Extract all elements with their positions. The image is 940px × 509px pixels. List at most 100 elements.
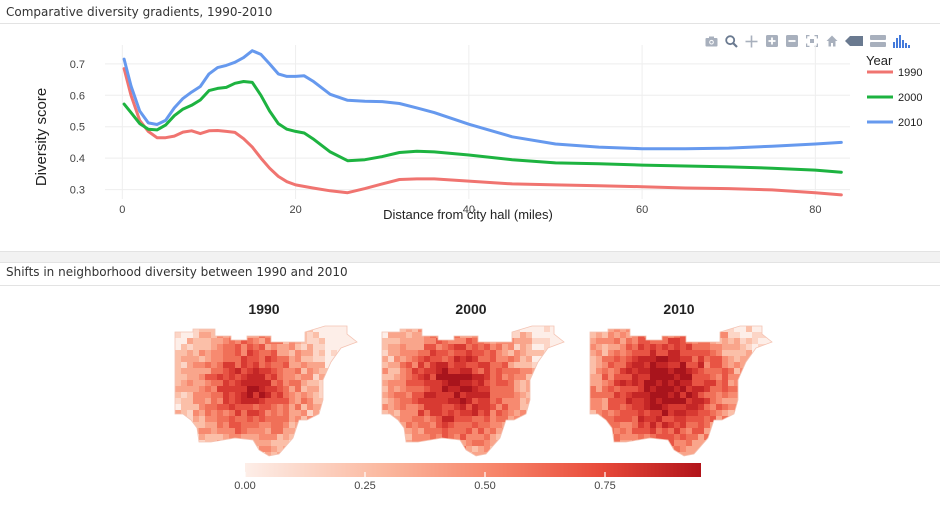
tract-cell xyxy=(229,326,236,333)
tract-cell xyxy=(229,386,236,393)
tract-cell xyxy=(235,404,242,411)
tract-cell xyxy=(556,446,563,453)
tract-cell xyxy=(746,398,753,405)
tract-cell xyxy=(295,398,302,405)
legend-label-2000[interactable]: 2000 xyxy=(898,92,922,104)
tract-cell xyxy=(638,446,645,453)
tract-cell xyxy=(626,416,633,423)
tract-cell xyxy=(325,362,332,369)
tract-cell xyxy=(758,338,765,345)
tract-cell xyxy=(199,458,205,464)
tract-cell xyxy=(686,332,693,339)
tract-cell xyxy=(704,392,711,399)
tract-cell xyxy=(602,362,609,369)
series-line-2000[interactable] xyxy=(122,80,843,174)
hover-closest-icon[interactable] xyxy=(844,34,864,48)
tract-cell xyxy=(674,398,681,405)
line-chart[interactable]: 0 20 40 60 80 0.30.40.50.60.7 Distance from … xyxy=(0,25,940,250)
legend-label-2010[interactable]: 2010 xyxy=(898,117,922,129)
tract-cell xyxy=(686,338,693,345)
tract-cell xyxy=(337,392,344,399)
tract-cell xyxy=(313,338,320,345)
tract-cell xyxy=(382,332,389,339)
tract-cell xyxy=(181,332,188,339)
tract-cell xyxy=(722,380,729,387)
tract-cell xyxy=(349,416,356,423)
tract-cell xyxy=(496,392,503,399)
tract-cell xyxy=(199,350,206,357)
tract-cell xyxy=(181,350,188,357)
tract-cell xyxy=(271,362,278,369)
tract-cell xyxy=(199,398,206,405)
tract-cell xyxy=(424,416,431,423)
zoom-icon[interactable] xyxy=(724,34,739,48)
tract-cell xyxy=(388,368,395,375)
tract-cell xyxy=(544,392,551,399)
tract-cell xyxy=(217,452,224,456)
tract-cell xyxy=(460,350,467,357)
tract-cell xyxy=(247,374,254,381)
tract-cell xyxy=(716,368,723,375)
tract-cell xyxy=(550,398,557,405)
tract-cell xyxy=(394,392,401,399)
tract-cell xyxy=(283,362,290,369)
tract-cell xyxy=(271,434,278,441)
tract-cell xyxy=(526,434,533,441)
tract-cell xyxy=(746,422,753,429)
tract-cell xyxy=(343,452,350,456)
tract-cell xyxy=(608,440,615,447)
tract-cell xyxy=(562,446,564,453)
tract-cell xyxy=(277,386,284,393)
tract-cell xyxy=(295,452,302,456)
tract-cell xyxy=(235,446,242,453)
tract-cell xyxy=(626,392,633,399)
tract-cell xyxy=(325,398,332,405)
tract-cell xyxy=(734,380,741,387)
tract-cell xyxy=(478,350,485,357)
tract-cell xyxy=(662,440,669,447)
tract-cell xyxy=(668,428,675,435)
tract-cell xyxy=(412,368,419,375)
tract-cell xyxy=(614,434,621,441)
tract-cell xyxy=(632,338,639,345)
tract-cell xyxy=(728,446,735,453)
tract-cell xyxy=(241,440,248,447)
plotly-logo-icon[interactable] xyxy=(892,34,912,48)
zoom-out-icon[interactable] xyxy=(784,34,799,48)
tract-cell xyxy=(644,440,651,447)
tract-cell xyxy=(590,368,597,375)
tract-cell xyxy=(229,332,236,339)
tract-cell xyxy=(181,452,188,456)
tract-cell xyxy=(526,344,533,351)
tract-cell xyxy=(247,392,254,399)
series-line-2010[interactable] xyxy=(122,49,843,151)
tract-cell xyxy=(205,404,212,411)
tract-cell xyxy=(424,374,431,381)
tract-cell xyxy=(662,446,669,453)
tract-cell xyxy=(466,368,473,375)
autoscale-icon[interactable] xyxy=(804,34,819,48)
tract-cell xyxy=(770,440,772,447)
tract-cell xyxy=(776,470,782,476)
x-tick-labels: 0 20 40 60 80 xyxy=(119,204,821,216)
legend-label-1990[interactable]: 1990 xyxy=(898,67,922,79)
hover-compare-icon[interactable] xyxy=(869,34,887,48)
tract-cell xyxy=(532,410,539,417)
tract-cell xyxy=(556,386,563,393)
home-icon[interactable] xyxy=(824,34,839,48)
camera-icon[interactable] xyxy=(704,34,719,48)
tract-cell xyxy=(686,326,693,333)
tract-cell xyxy=(382,386,389,393)
tract-cell xyxy=(526,326,533,333)
series-line-1990[interactable] xyxy=(122,67,843,197)
tract-cell xyxy=(307,428,314,435)
tract-cell xyxy=(466,428,473,435)
tract-cell xyxy=(337,404,344,411)
tract-cell xyxy=(764,458,770,464)
tract-cell xyxy=(271,356,278,363)
pan-icon[interactable] xyxy=(744,34,759,48)
zoom-in-icon[interactable] xyxy=(764,34,779,48)
tract-cell xyxy=(313,332,320,339)
tract-cell xyxy=(614,416,621,423)
tract-cell xyxy=(680,452,687,456)
